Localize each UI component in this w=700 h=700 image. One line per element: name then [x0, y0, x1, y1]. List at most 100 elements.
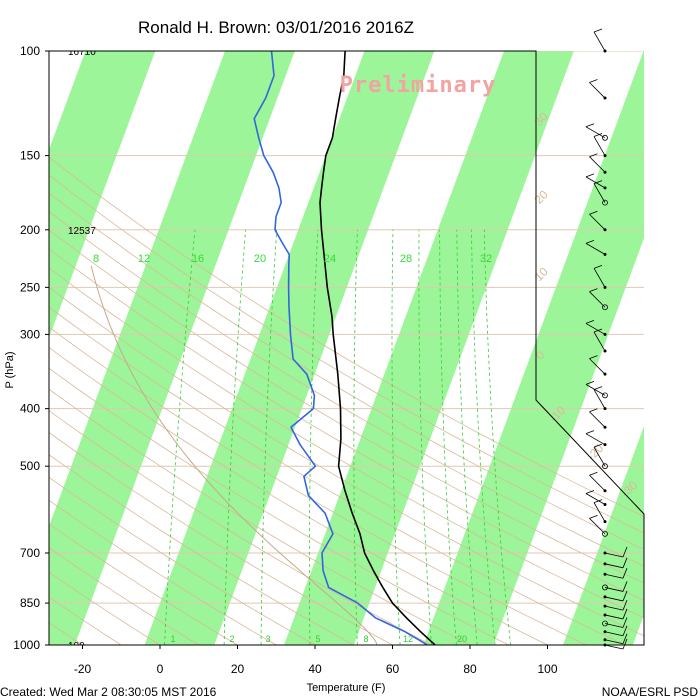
wind-barb-dot [603, 425, 607, 429]
mixing-ratio-label: 1 [170, 634, 175, 644]
calm-circle [602, 199, 608, 206]
wind-barb-flag [622, 557, 628, 568]
pressure-tick-label: 100 [20, 44, 40, 58]
wind-barb-flag [585, 430, 595, 435]
pressure-tick-label: 400 [20, 402, 40, 416]
wind-barb-staff [589, 156, 606, 173]
wind-barb-flag [622, 638, 628, 650]
mixing-ratio-label: 12 [138, 253, 150, 265]
wind-barb-staff [593, 268, 606, 288]
wind-barb-dot [603, 170, 607, 174]
wind-barb-flag [589, 288, 598, 293]
wind-barb-staff [593, 183, 606, 203]
wind-barb-staff [589, 411, 606, 428]
wind-barb-flag [589, 79, 598, 83]
dry-adiabat [49, 523, 238, 645]
wind-barb-flag [593, 264, 603, 269]
preliminary-watermark: Preliminary [340, 73, 497, 98]
x-axis-label: Temperature (F) [307, 682, 386, 694]
mixing-ratio-line [260, 229, 278, 645]
height-label: 100 [68, 641, 85, 652]
temperature-tick-label: -20 [74, 662, 92, 676]
mixing-ratio-line [483, 229, 511, 645]
temperature-tick-label: 20 [231, 662, 245, 676]
mixing-ratio-label: 20 [457, 634, 467, 644]
wind-barb-staff [604, 573, 624, 579]
calm-circle [602, 530, 608, 537]
wind-barb-flag [593, 386, 603, 390]
dry-adiabat [49, 347, 548, 645]
wind-barb [603, 638, 628, 650]
wind-barb [589, 408, 607, 429]
isotherm-label: -20 [584, 441, 606, 463]
wind-barb-dot [603, 630, 607, 634]
mixing-ratio-line [353, 229, 358, 645]
pressure-tick-label: 500 [20, 459, 40, 473]
wind-barb-staff [593, 31, 606, 52]
wind-barb-flag [589, 210, 598, 215]
wind-barb [585, 490, 607, 506]
wind-barb-flag [622, 581, 628, 592]
wind-barb-dot [603, 49, 607, 53]
wind-barb-flag [622, 625, 628, 636]
dry-adiabat [49, 571, 161, 645]
dewpoint-line [253, 51, 428, 645]
wind-barb [589, 210, 607, 232]
wind-barb-dot [603, 595, 607, 599]
calm-circle [602, 392, 608, 399]
wind-barb-flag [622, 608, 628, 620]
pressure-tick-label: 1000 [13, 638, 40, 652]
wind-barb-staff [604, 631, 624, 637]
isotherm-band [0, 51, 16, 645]
wind-barb-staff [604, 623, 624, 628]
wind-barb-dot [603, 551, 607, 555]
wind-barb-staff [585, 433, 606, 446]
wind-barb-flag [622, 568, 628, 579]
wind-barb-dot [603, 572, 607, 576]
wind-barb [603, 590, 628, 602]
dry-adiabat [49, 432, 393, 645]
wind-barb-staff [604, 552, 624, 558]
wind-barb-staff [604, 587, 624, 592]
wind-barb [589, 514, 608, 537]
pressure-tick-label: 150 [20, 149, 40, 163]
wind-barb-staff [585, 126, 606, 139]
wind-barb [589, 79, 607, 100]
dry-adiabat [49, 286, 644, 637]
created-timestamp: Created: Wed Mar 2 08:30:05 MST 2016 [0, 685, 217, 699]
wind-barb [593, 386, 607, 411]
wind-barb-staff [604, 614, 624, 620]
calm-circle [602, 584, 608, 591]
mixing-ratio-label: 16 [192, 253, 204, 265]
temperature-tick-label: 40 [308, 662, 322, 676]
wind-barb [603, 557, 628, 569]
wind-barb [593, 180, 608, 206]
wind-barb [585, 381, 608, 399]
mixing-ratio-line [471, 229, 496, 645]
wind-barb-staff [585, 243, 606, 255]
mixing-ratio-lines [164, 229, 511, 645]
wind-barb-staff [589, 213, 606, 231]
chart-title: Ronald H. Brown: 03/01/2016 2016Z [138, 18, 414, 37]
temperature-axis: -20 0 20 40 60 80 100 [74, 645, 558, 676]
wind-barb-dot [603, 372, 607, 376]
isotherm-band [423, 51, 644, 645]
wind-barb-flag [622, 599, 628, 611]
wind-barb-dot [603, 154, 607, 158]
wind-barb-flag [585, 490, 595, 494]
mixing-ratio-line [418, 229, 432, 645]
wind-barb-column [585, 28, 628, 650]
wind-barb-staff [589, 474, 606, 492]
wind-barb-dot [603, 332, 607, 336]
wind-barb-flag [593, 443, 603, 448]
wind-barb-flag [589, 408, 598, 413]
isotherm-band [49, 51, 295, 645]
wind-barb-flag [622, 617, 628, 628]
wind-barb [589, 153, 607, 174]
temperature-tick-label: 60 [386, 662, 400, 676]
wind-barb-dot [603, 489, 607, 493]
dry-adiabat [49, 388, 471, 645]
wind-barb-dot [603, 186, 607, 190]
isotherm-label: 20 [531, 187, 551, 207]
